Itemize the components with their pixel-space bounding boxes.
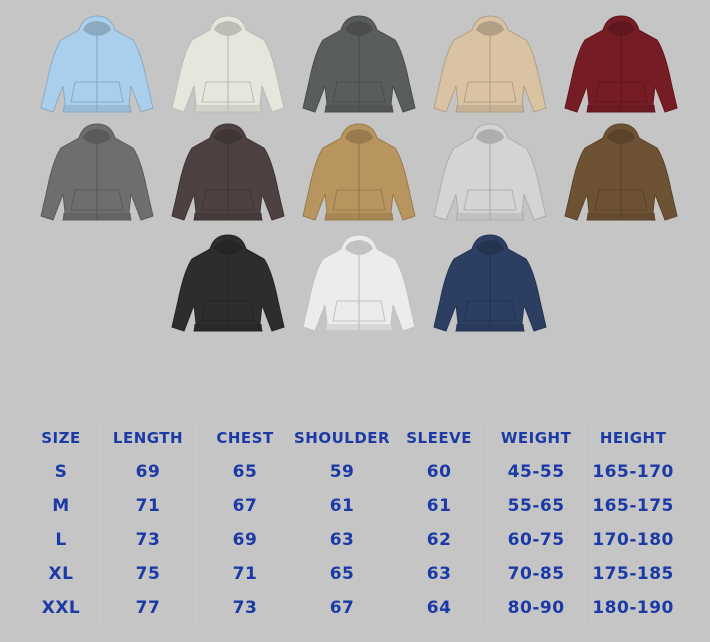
table-row: XXL 77 73 67 64 80-90 180-190 xyxy=(22,590,683,625)
table-cell: M xyxy=(22,488,100,523)
size-table: SIZE LENGTH CHEST SHOULDER SLEEVE WEIGHT… xyxy=(22,421,683,625)
table-cell: XXL xyxy=(22,590,100,625)
table-cell: 69 xyxy=(196,522,294,557)
table-cell: 63 xyxy=(390,556,489,591)
table-cell: 77 xyxy=(99,590,197,625)
header-weight: WEIGHT xyxy=(487,421,586,455)
hoodie-image xyxy=(37,12,157,122)
table-cell: 69 xyxy=(99,454,197,489)
hoodie-image xyxy=(168,231,288,341)
table-cell: 60-75 xyxy=(487,522,586,557)
table-cell: 71 xyxy=(99,488,197,523)
table-cell: 70-85 xyxy=(487,556,586,591)
table-cell: L xyxy=(22,522,100,557)
header-size: SIZE xyxy=(22,421,100,455)
header-chest: CHEST xyxy=(196,421,294,455)
table-cell: 170-180 xyxy=(584,522,683,557)
hoodie-image xyxy=(168,120,288,230)
header-sleeve: SLEEVE xyxy=(390,421,489,455)
table-cell: 71 xyxy=(196,556,294,591)
hoodie-image xyxy=(561,120,681,230)
table-cell: 64 xyxy=(390,590,489,625)
table-cell: 73 xyxy=(99,522,197,557)
table-cell: 55-65 xyxy=(487,488,586,523)
table-cell: 61 xyxy=(390,488,489,523)
header-shoulder: SHOULDER xyxy=(292,421,392,455)
hoodie-image xyxy=(299,120,419,230)
table-cell: S xyxy=(22,454,100,489)
hoodie-image xyxy=(37,120,157,230)
table-cell: 75 xyxy=(99,556,197,591)
table-cell: 60 xyxy=(390,454,489,489)
hoodie-image xyxy=(561,12,681,122)
hoodie-image xyxy=(299,12,419,122)
table-cell: 80-90 xyxy=(487,590,586,625)
table-row: L 73 69 63 62 60-75 170-180 xyxy=(22,522,683,557)
hoodie-image xyxy=(430,231,550,341)
table-cell: XL xyxy=(22,556,100,591)
table-row: M 71 67 61 61 55-65 165-175 xyxy=(22,488,683,523)
table-row: S 69 65 59 60 45-55 165-170 xyxy=(22,454,683,489)
hoodie-image xyxy=(299,231,419,341)
table-cell: 67 xyxy=(292,590,392,625)
table-cell: 67 xyxy=(196,488,294,523)
table-cell: 45-55 xyxy=(487,454,586,489)
table-cell: 165-170 xyxy=(584,454,683,489)
table-cell: 62 xyxy=(390,522,489,557)
table-cell: 180-190 xyxy=(584,590,683,625)
table-row: XL 75 71 65 63 70-85 175-185 xyxy=(22,556,683,591)
hoodie-image xyxy=(168,12,288,122)
table-cell: 165-175 xyxy=(584,488,683,523)
table-cell: 63 xyxy=(292,522,392,557)
header-length: LENGTH xyxy=(99,421,197,455)
table-cell: 73 xyxy=(196,590,294,625)
hoodie-image xyxy=(430,12,550,122)
table-cell: 59 xyxy=(292,454,392,489)
size-table-header: SIZE LENGTH CHEST SHOULDER SLEEVE WEIGHT… xyxy=(22,421,683,455)
table-cell: 61 xyxy=(292,488,392,523)
hoodie-image xyxy=(430,120,550,230)
header-height: HEIGHT xyxy=(584,421,683,455)
table-cell: 65 xyxy=(196,454,294,489)
table-cell: 65 xyxy=(292,556,392,591)
table-cell: 175-185 xyxy=(584,556,683,591)
